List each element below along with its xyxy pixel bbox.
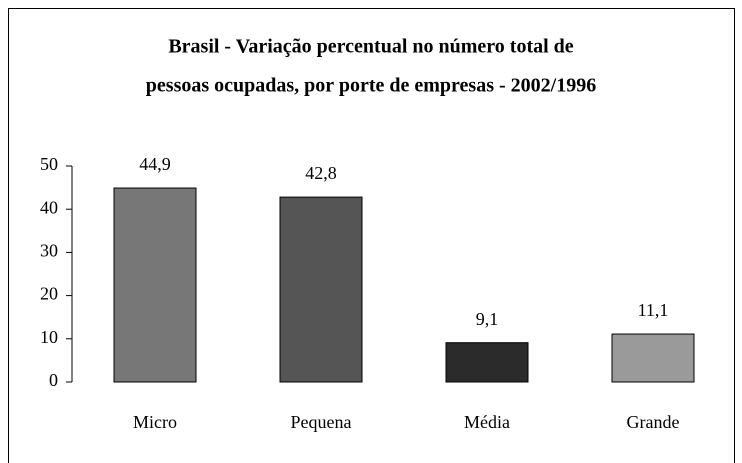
y-tick-label: 20 (40, 284, 58, 304)
value-label: 42,8 (305, 163, 337, 183)
chart-border (8, 8, 735, 463)
bar (279, 196, 363, 383)
y-tick-label: 10 (40, 327, 58, 347)
y-tick-label: 0 (49, 370, 58, 390)
x-tick-label: Micro (133, 412, 177, 432)
chart-title: Brasil - Variação percentual no número t… (168, 36, 573, 58)
x-tick-label: Pequena (291, 412, 352, 432)
y-tick-label: 50 (40, 154, 58, 174)
bar (611, 333, 695, 383)
value-label: 44,9 (139, 154, 171, 174)
chart-title: pessoas ocupadas, por porte de empresas … (146, 75, 596, 97)
value-label: 9,1 (476, 309, 499, 329)
y-tick-label: 30 (40, 241, 58, 261)
y-tick-label: 40 (40, 197, 58, 217)
bar (113, 187, 197, 383)
x-tick-label: Média (464, 412, 510, 432)
x-tick-label: Grande (627, 412, 680, 432)
value-label: 11,1 (638, 300, 669, 320)
bar (445, 342, 529, 383)
